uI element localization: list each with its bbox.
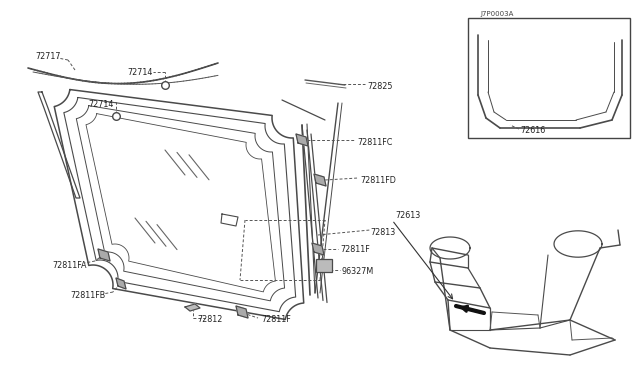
- Bar: [316, 259, 332, 272]
- Text: 72811FA: 72811FA: [52, 260, 86, 269]
- Text: J7P0003A: J7P0003A: [480, 11, 513, 17]
- Text: 72812: 72812: [197, 315, 222, 324]
- Text: 72811FB: 72811FB: [70, 292, 105, 301]
- Text: 72811F: 72811F: [340, 246, 370, 254]
- Polygon shape: [236, 306, 248, 318]
- Text: 72714: 72714: [88, 99, 113, 109]
- Text: 72717: 72717: [35, 51, 61, 61]
- Text: 72811FC: 72811FC: [357, 138, 392, 147]
- Text: 72811F: 72811F: [261, 315, 291, 324]
- Polygon shape: [98, 249, 110, 261]
- Text: 72825: 72825: [367, 81, 392, 90]
- Text: 72811FD: 72811FD: [360, 176, 396, 185]
- Text: 96327M: 96327M: [342, 267, 374, 276]
- Polygon shape: [185, 304, 200, 311]
- Bar: [468, 18, 630, 138]
- Text: 72616: 72616: [520, 125, 545, 135]
- Polygon shape: [296, 134, 308, 146]
- Text: 72613: 72613: [395, 211, 420, 219]
- Polygon shape: [312, 243, 324, 255]
- Text: 72714: 72714: [127, 67, 152, 77]
- Polygon shape: [314, 174, 326, 186]
- Text: 72813: 72813: [370, 228, 396, 237]
- Polygon shape: [116, 278, 126, 289]
